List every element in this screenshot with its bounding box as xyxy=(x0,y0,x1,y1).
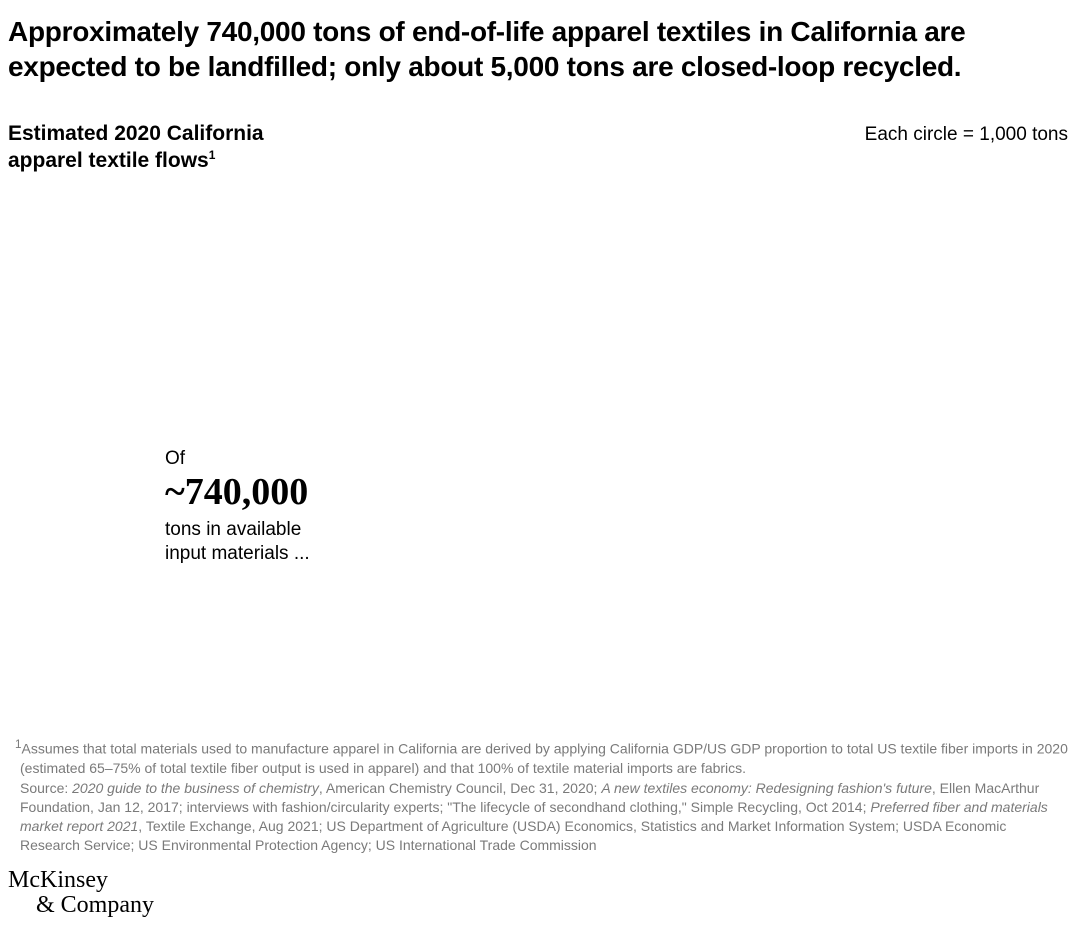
subtitle-line1: Estimated 2020 California xyxy=(8,122,264,145)
footnote-marker-icon: 1 xyxy=(209,148,216,162)
callout-sub-line2: input materials ... xyxy=(165,543,310,564)
source-seg3: A new textiles economy: Redesigning fash… xyxy=(601,780,932,796)
footnote-text: Assumes that total materials used to man… xyxy=(20,741,1068,776)
legend-label: Each circle = 1,000 tons xyxy=(865,124,1068,146)
brand-logo: McKinsey & Company xyxy=(8,868,154,918)
callout-of: Of xyxy=(165,448,405,470)
footnote-1: 1Assumes that total materials used to ma… xyxy=(8,737,1068,777)
brand-line2: & Company xyxy=(8,893,154,918)
source-line: Source: 2020 guide to the business of ch… xyxy=(8,779,1068,855)
footnotes: 1Assumes that total materials used to ma… xyxy=(8,737,1068,855)
chart-subtitle: Estimated 2020 California apparel textil… xyxy=(8,120,328,175)
callout-sub: tons in available input materials ... xyxy=(165,518,405,567)
headline: Approximately 740,000 tons of end-of-lif… xyxy=(8,14,1068,84)
source-seg6: , Textile Exchange, Aug 2021; US Departm… xyxy=(20,818,1006,853)
callout-sub-line1: tons in available xyxy=(165,519,301,540)
source-seg2: , American Chemistry Council, Dec 31, 20… xyxy=(319,780,601,796)
brand-line1: McKinsey xyxy=(8,868,154,893)
callout-value: ~740,000 xyxy=(165,472,405,514)
subtitle-line2: apparel textile flows xyxy=(8,149,209,172)
source-label: Source: xyxy=(20,780,72,796)
callout-block: Of ~740,000 tons in available input mate… xyxy=(165,448,405,567)
infographic-page: Approximately 740,000 tons of end-of-lif… xyxy=(0,0,1080,939)
source-seg1: 2020 guide to the business of chemistry xyxy=(72,780,319,796)
